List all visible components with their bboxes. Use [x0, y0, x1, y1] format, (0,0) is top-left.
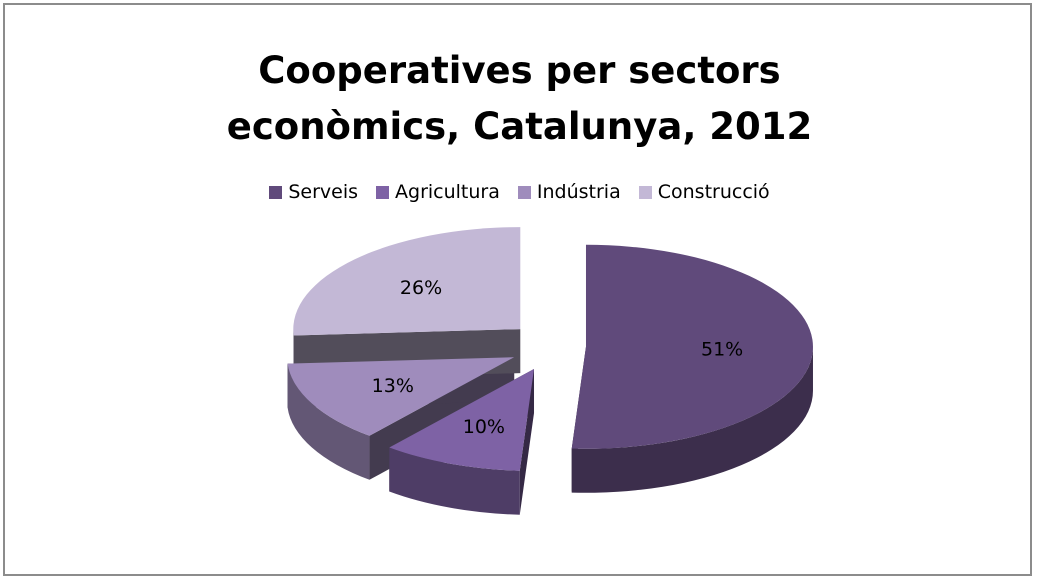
- legend-item-construccio: Construcció: [638, 181, 770, 203]
- legend-label-industria: Indústria: [536, 181, 621, 203]
- legend-label-serveis: Serveis: [288, 181, 359, 203]
- pie-rim-industria: [287, 363, 370, 480]
- pie-slice-agricultura: [389, 368, 535, 471]
- pie-slice-industria: [287, 357, 515, 436]
- pie-label-layer: 51% 10% 13% 26%: [372, 277, 744, 438]
- legend-label-construccio: Construcció: [657, 181, 770, 203]
- legend-label-agricultura: Agricultura: [395, 181, 500, 203]
- pie-label-construccio: 26%: [400, 277, 442, 299]
- legend-swatch-construccio: [638, 185, 652, 199]
- pie-slice-serveis: [571, 244, 813, 449]
- legend-item-agricultura: Agricultura: [376, 181, 500, 203]
- chart-title: Cooperatives per sectors econòmics, Cata…: [5, 43, 1034, 155]
- pie-rim-serveis: [571, 346, 813, 493]
- legend-item-serveis: Serveis: [269, 181, 358, 203]
- pie-label-serveis: 51%: [701, 339, 743, 361]
- pie-label-agricultura: 10%: [463, 416, 505, 438]
- chart-title-line-2: econòmics, Catalunya, 2012: [226, 105, 813, 148]
- legend: Serveis Agricultura Indústria Construcci…: [5, 181, 1034, 203]
- legend-item-industria: Indústria: [517, 181, 621, 203]
- chart-title-line-1: Cooperatives per sectors: [258, 49, 781, 92]
- pie-label-industria: 13%: [372, 375, 414, 397]
- pie-slice-construccio: [293, 227, 521, 336]
- pie-top-layer: [287, 227, 813, 471]
- pie-rim-agricultura: [389, 447, 520, 515]
- legend-swatch-industria: [517, 185, 531, 199]
- legend-swatch-agricultura: [376, 185, 390, 199]
- legend-swatch-serveis: [269, 185, 283, 199]
